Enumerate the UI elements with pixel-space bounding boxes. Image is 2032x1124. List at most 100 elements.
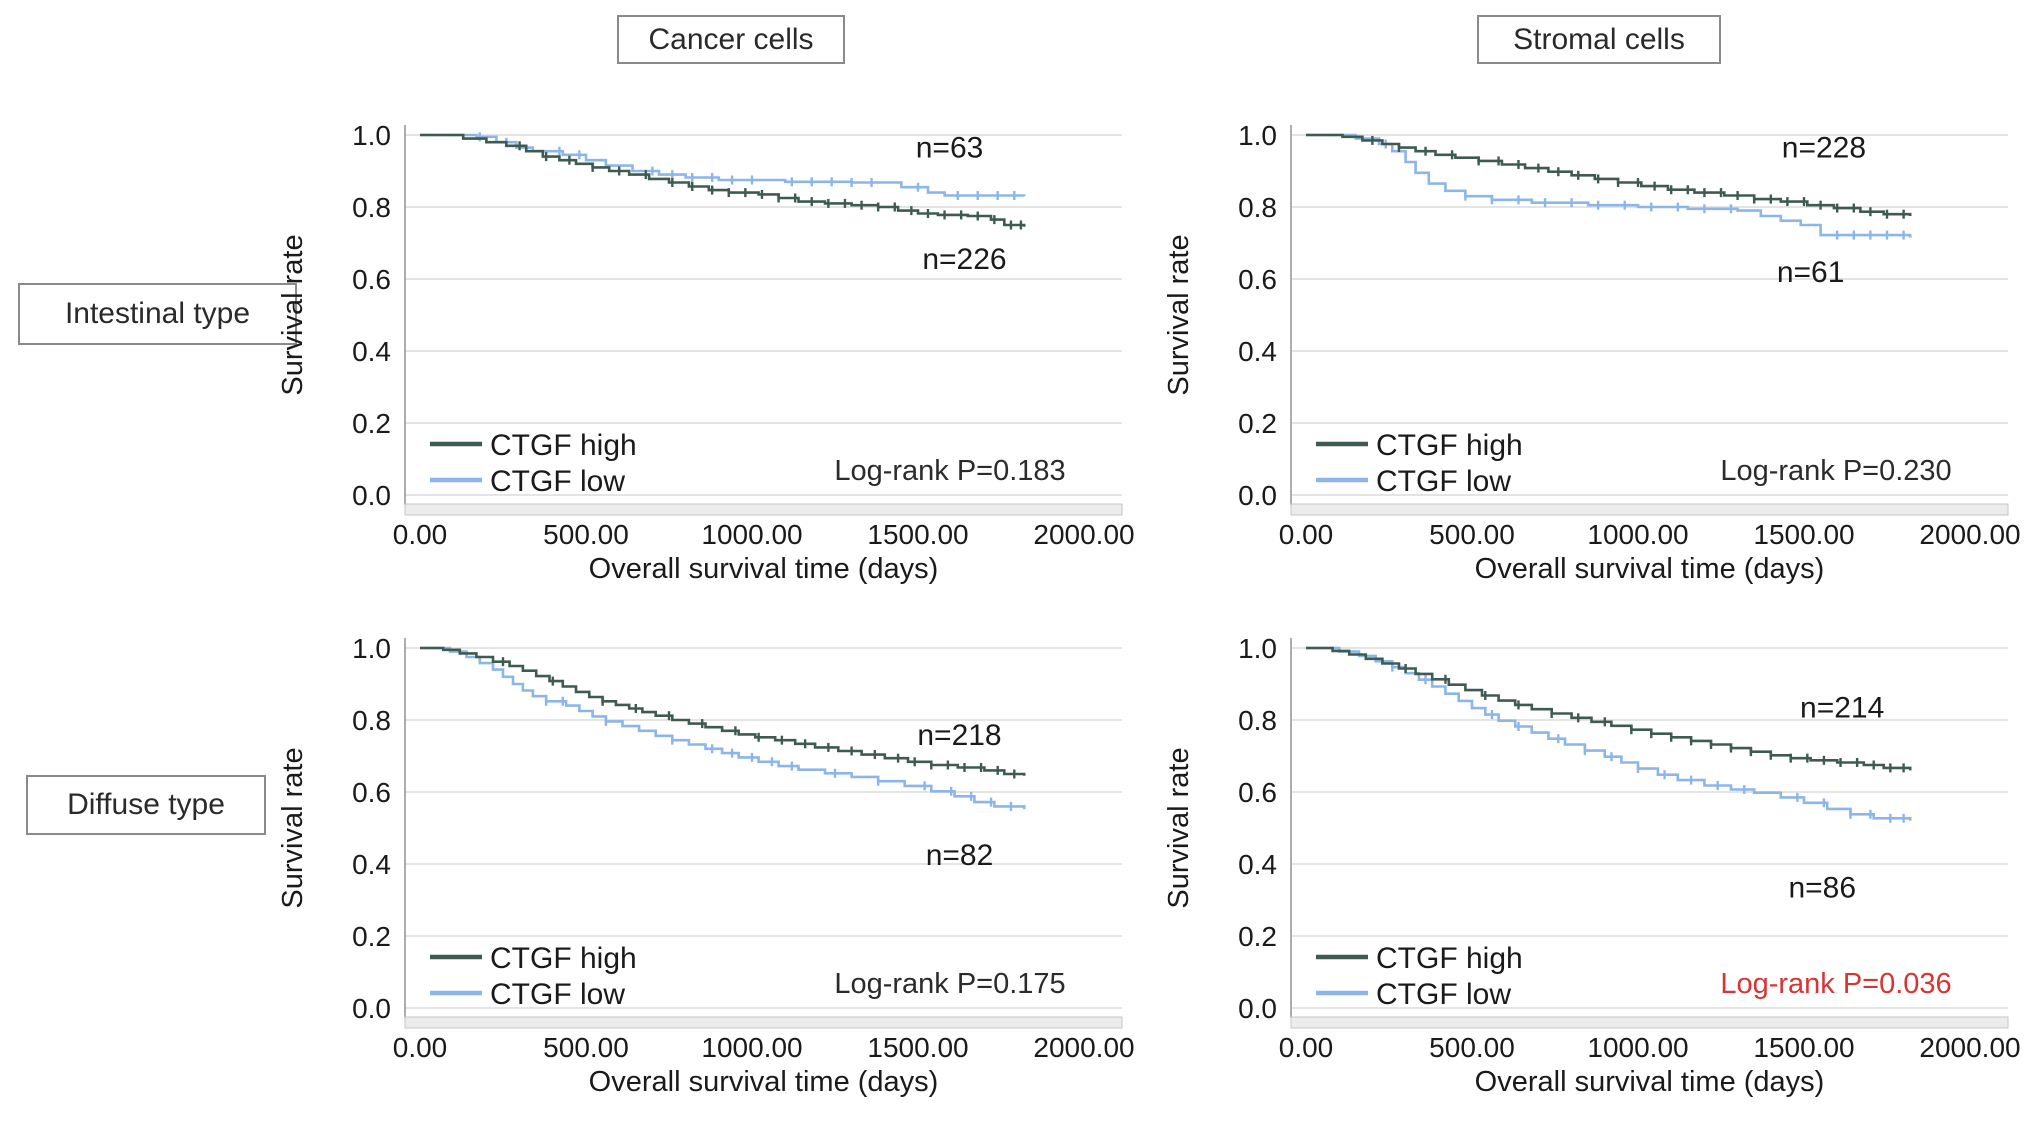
x-tick-label: 500.00 [1429,519,1515,550]
censor-ticks-ctgf-low [1384,139,1905,240]
gridlines [1291,647,2008,1009]
x-tick-label: 500.00 [543,519,629,550]
log-rank-p-label: Log-rank P=0.230 [1720,455,1951,487]
x-tick-label: 0.00 [393,519,448,550]
y-tick-label: 0.4 [1238,849,1277,880]
censor-ticks-ctgf-high [501,657,1016,779]
legend-label: CTGF high [490,429,637,462]
y-axis-title: Survival rate [277,747,309,908]
gridlines [405,134,1122,496]
legend-label: CTGF high [1376,429,1523,462]
y-tick-label: 0.8 [1238,705,1277,736]
n-count-label: n=228 [1782,132,1866,165]
legend-item-ctgf-high: CTGF high [430,942,637,975]
legend-label: CTGF low [1376,465,1511,498]
y-tick-label: 1.0 [352,633,391,664]
y-tick-label: 1.0 [1238,633,1277,664]
y-tick-label: 0.0 [1238,993,1277,1024]
legend-label: CTGF low [490,978,625,1011]
y-tick-label: 0.2 [1238,408,1277,439]
km-chart-svg: 0.0 0.2 0.4 0.6 0.8 1.0 0.00 500.00 1000.00 1500.… [277,120,1135,585]
x-tick-label: 1500.00 [1753,1032,1854,1063]
n-count-label: n=214 [1800,691,1884,724]
column-header-cancer-cells: Cancer cells [617,15,845,64]
censor-ticks-ctgf-low [1391,662,1905,823]
chart-intestinal-stromal: 0.0 0.2 0.4 0.6 0.8 1.0 0.00 500.00 1000.00 1500.… [1136,80,2028,585]
x-axis-strip [1290,1016,2009,1029]
x-tick-label: 1000.00 [1587,1032,1688,1063]
log-rank-p-label: Log-rank P=0.175 [834,968,1065,1000]
x-tick-label: 500.00 [543,1032,629,1063]
legend-item-ctgf-high: CTGF high [1316,429,1523,462]
n-count-label: n=61 [1777,256,1845,289]
x-tick-label: 1000.00 [1587,519,1688,550]
n-count-label: n=218 [917,719,1001,752]
y-tick-label: 0.0 [352,480,391,511]
y-tick-label: 0.6 [1238,264,1277,295]
x-axis-title: Overall survival time (days) [589,553,939,585]
y-tick-label: 0.2 [352,408,391,439]
km-curve-ctgf-low [1306,133,1912,238]
legend-label: CTGF low [1376,978,1511,1011]
chart-diffuse-cancer: 0.0 0.2 0.4 0.6 0.8 1.0 0.00 500.00 1000.00 1500.… [250,593,1142,1098]
km-curve-ctgf-low [1306,646,1912,821]
y-tick-label: 0.4 [352,336,391,367]
x-axis-title: Overall survival time (days) [1475,1066,1825,1098]
row-header-diffuse-type: Diffuse type [26,775,266,835]
km-curve-ctgf-high [420,133,1026,227]
y-tick-label: 0.2 [352,921,391,952]
x-tick-label: 1000.00 [701,1032,802,1063]
legend-label: CTGF low [490,465,625,498]
n-count-label: n=82 [926,839,994,872]
x-tick-label: 1500.00 [867,1032,968,1063]
x-axis-strip [1290,503,2009,516]
legend-item-ctgf-high: CTGF high [1316,942,1523,975]
km-chart-svg: 0.0 0.2 0.4 0.6 0.8 1.0 0.00 500.00 1000.00 1500.… [1163,120,2021,585]
y-tick-label: 0.6 [352,264,391,295]
km-chart-svg: 0.0 0.2 0.4 0.6 0.8 1.0 0.00 500.00 1000.00 1500.… [277,633,1135,1098]
n-count-label: n=226 [922,243,1006,276]
y-tick-label: 0.6 [352,777,391,808]
y-tick-label: 0.8 [352,705,391,736]
column-header-stromal-cells: Stromal cells [1477,15,1721,64]
x-axis-strip [404,503,1123,516]
x-tick-label: 2000.00 [1919,1032,2020,1063]
y-tick-label: 0.2 [1238,921,1277,952]
y-tick-label: 1.0 [352,120,391,151]
x-tick-label: 0.00 [1279,1032,1334,1063]
x-tick-label: 1500.00 [867,519,968,550]
y-tick-label: 1.0 [1238,120,1277,151]
y-axis-title: Survival rate [277,234,309,395]
y-tick-label: 0.4 [1238,336,1277,367]
row-header-intestinal-type: Intestinal type [18,283,297,345]
x-axis-strip [404,1016,1123,1029]
x-axis-title: Overall survival time (days) [589,1066,939,1098]
y-tick-label: 0.8 [352,192,391,223]
x-tick-label: 2000.00 [1033,1032,1134,1063]
censor-ticks-ctgf-high [1371,135,1905,219]
censor-ticks-ctgf-low [544,696,1013,811]
x-tick-label: 1500.00 [1753,519,1854,550]
x-tick-label: 0.00 [1279,519,1334,550]
legend-item-ctgf-low: CTGF low [430,465,625,498]
gridlines [405,647,1122,1009]
x-tick-label: 1000.00 [701,519,802,550]
x-axis-title: Overall survival time (days) [1475,553,1825,585]
x-tick-label: 2000.00 [1033,519,1134,550]
n-count-label: n=86 [1788,871,1856,904]
y-axis-title: Survival rate [1163,747,1195,908]
log-rank-p-label: Log-rank P=0.036 [1720,968,1951,1000]
censor-ticks-ctgf-high [518,141,1023,230]
censor-ticks-ctgf-high [1404,664,1905,773]
km-chart-svg: 0.0 0.2 0.4 0.6 0.8 1.0 0.00 500.00 1000.00 1500.… [1163,633,2021,1098]
x-tick-label: 2000.00 [1919,519,2020,550]
legend-label: CTGF high [1376,942,1523,975]
y-tick-label: 0.6 [1238,777,1277,808]
y-tick-label: 0.8 [1238,192,1277,223]
y-axis-title: Survival rate [1163,234,1195,395]
y-tick-label: 0.4 [352,849,391,880]
